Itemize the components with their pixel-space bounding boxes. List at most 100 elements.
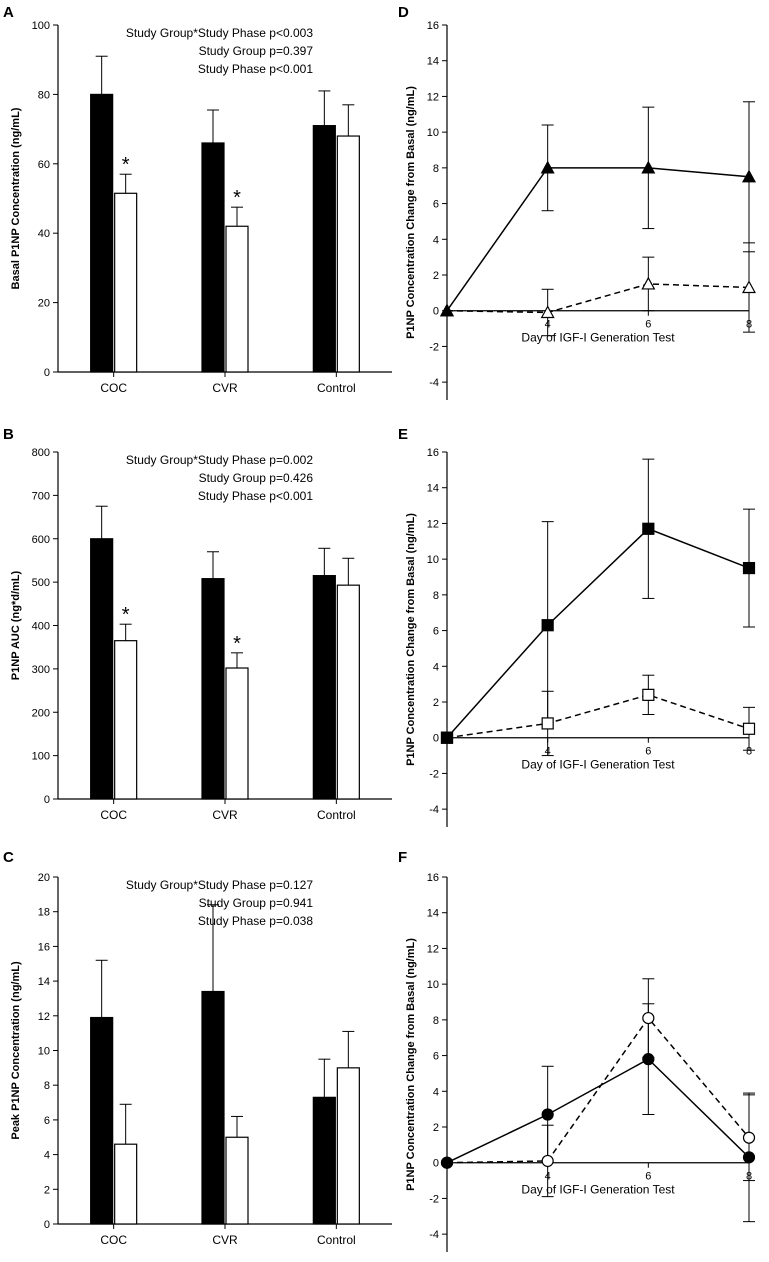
y-tick-label-b-7: 700 xyxy=(32,490,50,502)
y-tick-label-f-2: 0 xyxy=(433,1158,439,1170)
panel-letter-f: F xyxy=(398,849,407,866)
bar-c-white-0 xyxy=(114,1143,138,1225)
bar-b-white-0 xyxy=(114,640,138,800)
x-tick-label-e-2: 8 xyxy=(746,746,752,758)
y-tick-label-f-7: 10 xyxy=(427,979,439,991)
y-tick-label-d-2: 0 xyxy=(433,306,439,318)
data-point-e-filled-0 xyxy=(440,731,454,744)
y-tick-label-a-3: 60 xyxy=(38,159,50,171)
x-axis-label-f: Day of IGF-I Generation Test xyxy=(521,1183,675,1197)
y-tick-label-f-4: 4 xyxy=(433,1086,439,1098)
y-tick-label-d-0: -4 xyxy=(429,377,439,389)
y-tick-label-d-7: 10 xyxy=(427,127,439,139)
y-tick-label-e-8: 12 xyxy=(427,518,439,530)
series-line-d-open xyxy=(446,283,750,314)
panel-letter-c: C xyxy=(3,849,14,866)
y-tick-label-c-6: 12 xyxy=(38,1011,50,1023)
y-tick-label-c-0: 0 xyxy=(44,1219,50,1231)
bar-b-black-0 xyxy=(90,538,114,800)
sig-star-a-0: * xyxy=(122,154,130,176)
bar-c-black-1 xyxy=(201,990,225,1225)
bar-a-white-1 xyxy=(225,225,249,373)
data-point-f-filled-0 xyxy=(440,1156,454,1169)
y-tick-label-f-1: -2 xyxy=(429,1193,439,1205)
data-point-e-filled-3 xyxy=(742,561,756,575)
sig-star-b-1: * xyxy=(233,633,241,655)
bar-b-white-2 xyxy=(336,584,360,800)
y-tick-label-d-8: 12 xyxy=(427,91,439,103)
y-tick-label-d-6: 8 xyxy=(433,163,439,175)
bar-c-black-0 xyxy=(90,1016,114,1225)
bar-a-black-2 xyxy=(312,125,336,373)
y-tick-label-d-3: 2 xyxy=(433,270,439,282)
panel-b-bar-chart: 0 100 200 300 400 500 600 700 800 P1NP AUC (ng*d/… xyxy=(10,447,392,822)
y-tick-label-c-9: 18 xyxy=(38,907,50,919)
stats-annotation-b-0: Study Group*Study Phase p=0.002 xyxy=(126,453,313,467)
stats-annotation-b-1: Study Group p=0.426 xyxy=(199,471,314,485)
y-tick-label-b-3: 300 xyxy=(32,664,50,676)
y-tick-label-d-1: -2 xyxy=(429,341,439,353)
y-tick-label-e-6: 8 xyxy=(433,590,439,602)
data-point-f-open-1 xyxy=(541,1154,554,1168)
stats-annotation-c-1: Study Group p=0.941 xyxy=(199,896,314,910)
y-tick-label-a-4: 80 xyxy=(38,89,50,101)
x-tick-label-a-2: Control xyxy=(317,381,356,395)
data-point-e-open-1 xyxy=(541,717,554,730)
data-point-d-filled-1 xyxy=(540,160,555,174)
panel-a-bar-chart: 0 20 40 60 80 100 Basal P1NP Concentration (ng… xyxy=(10,20,392,395)
y-tick-label-f-3: 2 xyxy=(433,1122,439,1134)
panel-e-line-chart: -4-20246810121416468Day of IGF-I Generat… xyxy=(405,447,756,827)
series-line-d-filled xyxy=(446,167,750,312)
y-tick-label-b-1: 100 xyxy=(32,751,50,763)
panel-letter-b: B xyxy=(3,426,14,443)
x-tick-label-c-0: COC xyxy=(100,1233,127,1247)
y-tick-label-d-9: 14 xyxy=(427,56,439,68)
y-tick-label-f-9: 14 xyxy=(427,908,439,920)
data-point-f-open-3 xyxy=(742,1131,756,1144)
data-point-d-filled-3 xyxy=(741,169,757,183)
y-tick-label-a-0: 0 xyxy=(44,367,50,379)
y-tick-label-b-6: 600 xyxy=(32,534,50,546)
y-tick-label-c-10: 20 xyxy=(38,872,50,884)
bar-b-black-2 xyxy=(312,575,336,800)
y-tick-label-c-5: 10 xyxy=(38,1046,50,1058)
panel-letter-d: D xyxy=(398,4,409,21)
y-axis-label-e: P1NP Concentration Change from Basal (ng… xyxy=(405,513,417,766)
y-tick-label-a-2: 40 xyxy=(38,228,50,240)
x-tick-label-c-2: Control xyxy=(317,1233,356,1247)
y-tick-label-f-5: 6 xyxy=(433,1051,439,1063)
y-axis-label-c: Peak P1NP Concentration (ng/mL) xyxy=(10,961,22,1140)
bar-b-white-1 xyxy=(225,667,249,800)
y-axis-label-b: P1NP AUC (ng*d/mL) xyxy=(10,570,22,680)
y-tick-label-b-2: 200 xyxy=(32,707,50,719)
y-tick-label-f-8: 12 xyxy=(427,943,439,955)
x-tick-label-f-1: 6 xyxy=(645,1171,651,1183)
panel-c-bar-chart: 0 2 4 6 8 10 12 14 16 18 20 Peak P1NP Concentration… xyxy=(10,872,392,1247)
y-tick-label-b-8: 800 xyxy=(32,447,50,459)
panel-d-line-chart: -4-20246810121416468Day of IGF-I Generat… xyxy=(405,20,757,400)
stats-annotation-a-2: Study Phase p<0.001 xyxy=(198,62,313,76)
bar-c-black-2 xyxy=(312,1096,336,1225)
y-tick-label-e-0: -4 xyxy=(429,804,439,816)
y-tick-label-a-5: 100 xyxy=(32,20,50,32)
y-axis-label-a: Basal P1NP Concentration (ng/mL) xyxy=(10,107,22,289)
x-axis-label-d: Day of IGF-I Generation Test xyxy=(521,331,675,345)
data-point-d-open-3 xyxy=(741,280,757,294)
bar-c-white-2 xyxy=(336,1067,360,1225)
y-tick-label-d-5: 6 xyxy=(433,199,439,211)
sig-star-b-0: * xyxy=(122,604,130,626)
data-point-d-open-1 xyxy=(540,305,555,319)
bar-b-black-1 xyxy=(201,578,225,800)
y-tick-label-c-7: 14 xyxy=(38,976,50,988)
y-tick-label-e-7: 10 xyxy=(427,554,439,566)
bar-a-white-2 xyxy=(336,135,360,373)
stats-annotation-b-2: Study Phase p<0.001 xyxy=(198,489,313,503)
panel-f-line-chart: -4-20246810121416468Day of IGF-I Generat… xyxy=(405,872,756,1252)
y-tick-label-a-1: 20 xyxy=(38,298,50,310)
stats-annotation-a-1: Study Group p=0.397 xyxy=(199,44,314,58)
y-tick-label-e-9: 14 xyxy=(427,483,439,495)
y-tick-label-f-6: 8 xyxy=(433,1015,439,1027)
y-tick-label-b-5: 500 xyxy=(32,577,50,589)
panel-letter-a: A xyxy=(3,4,14,21)
y-tick-label-e-2: 0 xyxy=(433,733,439,745)
